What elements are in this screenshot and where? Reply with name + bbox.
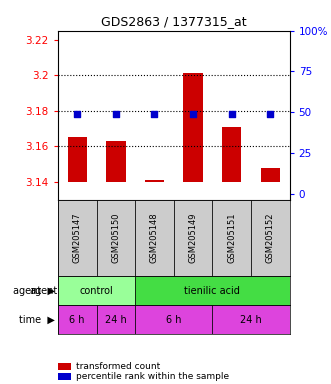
Text: 24 h: 24 h bbox=[240, 314, 262, 325]
Text: tienilic acid: tienilic acid bbox=[184, 286, 240, 296]
Point bbox=[190, 111, 196, 118]
Bar bbox=[135, 276, 290, 305]
Title: GDS2863 / 1377315_at: GDS2863 / 1377315_at bbox=[101, 15, 247, 28]
Bar bbox=[251, 200, 290, 276]
Point bbox=[268, 111, 273, 118]
Bar bbox=[222, 127, 241, 182]
Text: GSM205150: GSM205150 bbox=[111, 213, 120, 263]
Bar bbox=[183, 73, 203, 182]
Text: GSM205151: GSM205151 bbox=[227, 213, 236, 263]
Bar bbox=[260, 168, 280, 182]
Text: GSM205147: GSM205147 bbox=[73, 213, 82, 263]
Text: GSM205149: GSM205149 bbox=[189, 213, 198, 263]
Text: transformed count: transformed count bbox=[76, 362, 161, 371]
Bar bbox=[58, 276, 135, 305]
Text: agent  ▶: agent ▶ bbox=[13, 286, 55, 296]
Text: GSM205152: GSM205152 bbox=[266, 213, 275, 263]
Bar bbox=[135, 305, 213, 334]
Bar bbox=[97, 305, 135, 334]
Point bbox=[74, 111, 80, 118]
Text: GSM205148: GSM205148 bbox=[150, 213, 159, 263]
Point bbox=[113, 111, 118, 118]
Point bbox=[152, 111, 157, 118]
Text: percentile rank within the sample: percentile rank within the sample bbox=[76, 372, 229, 381]
Bar bbox=[58, 200, 97, 276]
Text: time  ▶: time ▶ bbox=[19, 314, 55, 325]
Text: 24 h: 24 h bbox=[105, 314, 127, 325]
Text: control: control bbox=[80, 286, 114, 296]
Bar bbox=[58, 305, 97, 334]
Bar bbox=[135, 200, 174, 276]
Text: 6 h: 6 h bbox=[166, 314, 181, 325]
Bar bbox=[213, 200, 251, 276]
Bar bbox=[174, 200, 213, 276]
Bar bbox=[145, 180, 164, 182]
Text: agent: agent bbox=[30, 286, 58, 296]
Bar bbox=[106, 141, 125, 182]
Bar bbox=[213, 305, 290, 334]
Point bbox=[229, 111, 234, 118]
Text: 6 h: 6 h bbox=[70, 314, 85, 325]
Bar bbox=[97, 200, 135, 276]
Bar bbox=[68, 137, 87, 182]
